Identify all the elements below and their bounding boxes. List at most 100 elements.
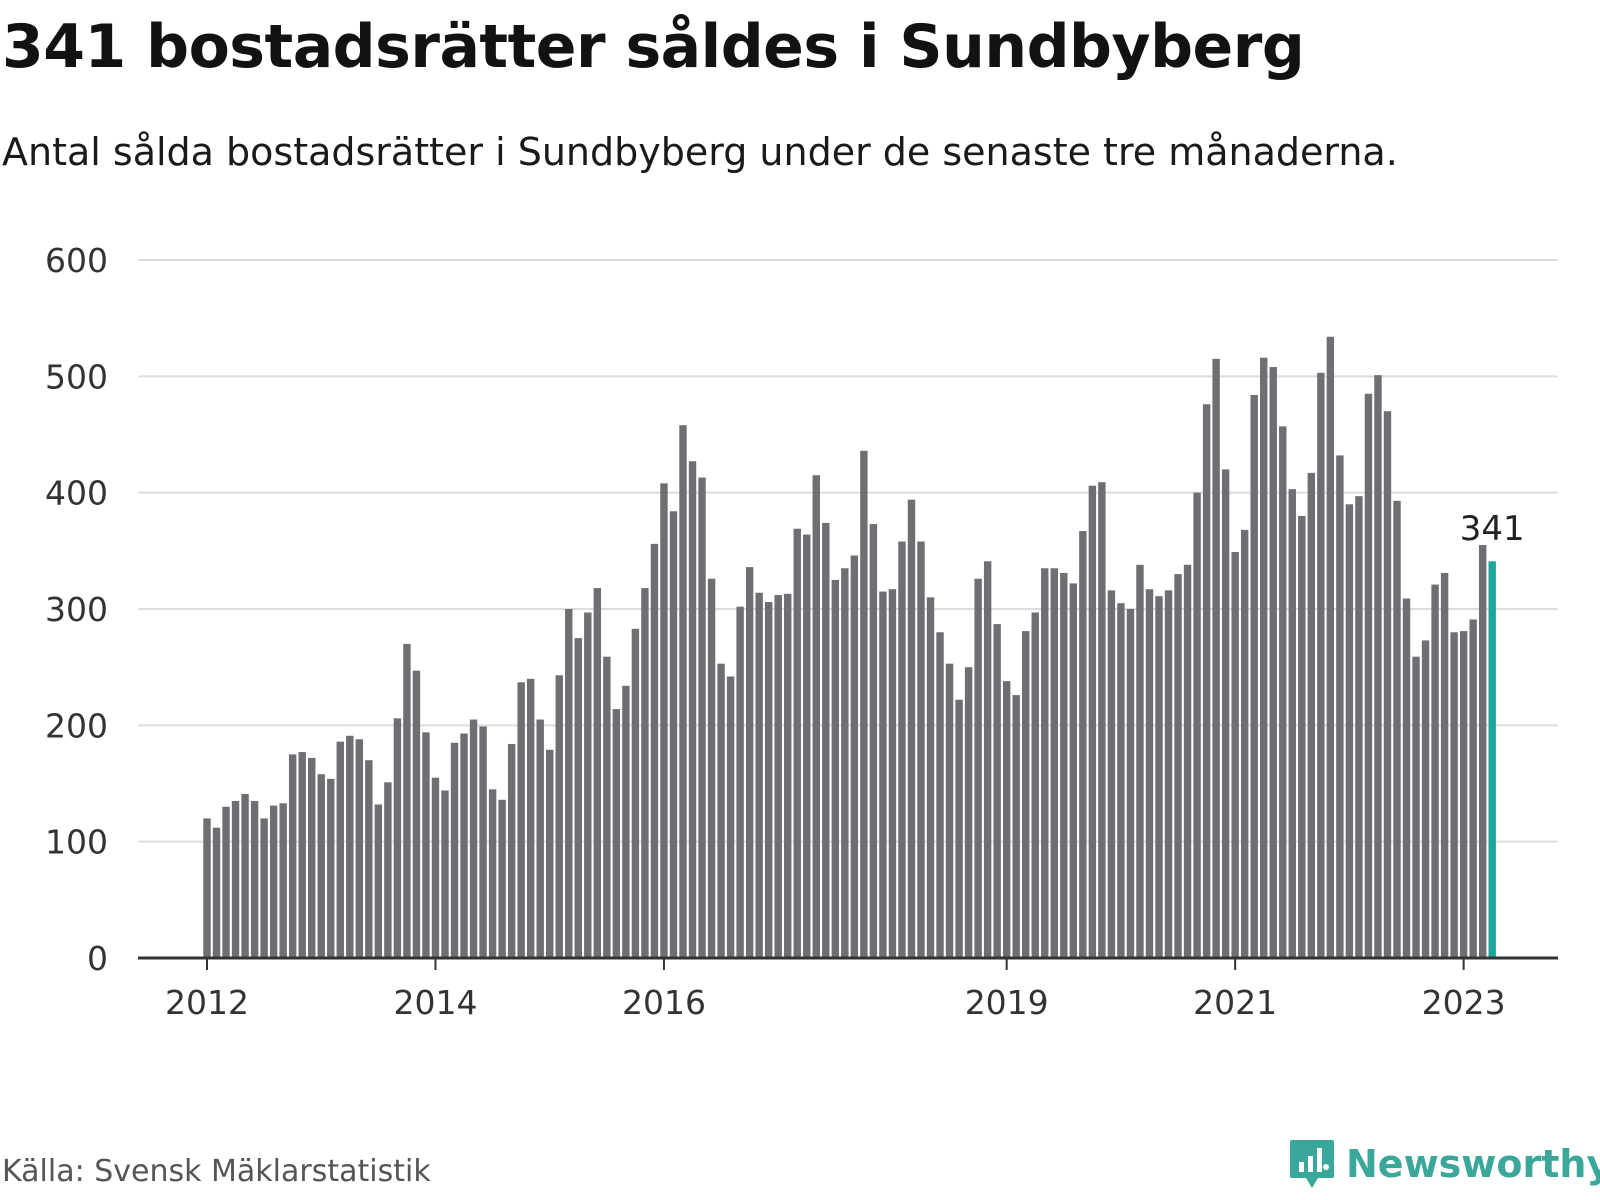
bar (869, 524, 878, 958)
bar (1060, 572, 1068, 958)
bar (745, 567, 754, 958)
y-tick-label: 300 (45, 590, 108, 629)
bar (660, 483, 668, 958)
bar (679, 425, 687, 958)
bar (964, 667, 973, 958)
bar (1260, 357, 1268, 959)
bar (1012, 695, 1020, 958)
bar (298, 752, 306, 958)
bar (1183, 564, 1192, 958)
bar (1107, 590, 1116, 958)
bar (993, 624, 1001, 958)
bar (1193, 492, 1201, 958)
bar (726, 676, 735, 958)
bar (403, 643, 411, 958)
bar (1079, 531, 1087, 958)
highlight-value-label: 341 (1460, 509, 1525, 549)
bar (1221, 469, 1230, 958)
bar (1145, 589, 1154, 958)
bar (546, 749, 554, 958)
bar (1022, 631, 1030, 958)
bar (565, 609, 573, 958)
bar (507, 743, 516, 958)
bar (841, 568, 849, 958)
bar (1126, 609, 1135, 958)
bar (1440, 572, 1449, 958)
chart-title: 341 bostadsrätter såldes i Sundbyberg (2, 12, 1305, 82)
bar (1345, 504, 1354, 958)
source-note: Källa: Svensk Mäklarstatistik (2, 1154, 431, 1189)
bar (526, 678, 535, 958)
bar (1478, 545, 1487, 958)
bar (574, 638, 582, 958)
bar (1326, 336, 1335, 958)
bar (317, 774, 325, 958)
bars (203, 336, 1496, 959)
bar (1031, 612, 1039, 958)
chart-subtitle: Antal sålda bostadsrätter i Sundbyberg u… (2, 130, 1398, 174)
bar (279, 803, 287, 958)
bar (269, 805, 278, 958)
x-tick-label: 2012 (165, 983, 249, 1022)
bar (593, 588, 602, 958)
bar (441, 790, 449, 958)
data-labels: 341 (1460, 509, 1525, 549)
bar (850, 555, 859, 958)
bar (231, 800, 240, 958)
bar (1393, 500, 1401, 958)
bar (1288, 489, 1296, 958)
x-tick-label: 2019 (965, 983, 1049, 1022)
bar (308, 757, 316, 958)
y-tick-label: 100 (45, 823, 108, 862)
bar (974, 578, 982, 958)
bar (1088, 485, 1097, 958)
bar (622, 685, 630, 958)
bar (479, 726, 487, 958)
bar (288, 754, 297, 958)
bar (1298, 515, 1306, 958)
bar (1317, 372, 1325, 959)
bar (698, 477, 706, 958)
bar (498, 799, 506, 958)
bar (1307, 472, 1316, 958)
bar (241, 793, 249, 958)
bar (926, 597, 935, 958)
bar (1174, 574, 1182, 958)
bar (736, 606, 744, 958)
bar (222, 806, 230, 958)
bar (1421, 640, 1430, 958)
bar (1098, 482, 1106, 958)
bar (717, 663, 725, 958)
x-tick-label: 2014 (393, 983, 477, 1022)
bar (936, 632, 944, 958)
brand-logo[interactable]: Newsworthy (1288, 1138, 1600, 1190)
bar (1364, 393, 1373, 958)
y-tick-label: 0 (87, 939, 108, 978)
bar (945, 663, 954, 958)
bar (1402, 598, 1411, 958)
bar (888, 589, 897, 958)
bar (1469, 619, 1477, 958)
bar (983, 561, 992, 958)
bar (260, 818, 268, 958)
bar (1336, 455, 1344, 958)
x-tick-label: 2016 (622, 983, 706, 1022)
bar (536, 719, 544, 958)
bar (603, 656, 611, 958)
y-axis-ticks: 0 100 200 300 400 500 600 (45, 241, 108, 978)
bar (203, 818, 211, 958)
bar (774, 595, 782, 958)
bar (812, 475, 820, 958)
bar (1459, 631, 1468, 958)
bar (393, 718, 402, 958)
bar (1002, 681, 1011, 958)
bar (1431, 584, 1439, 958)
bar (488, 789, 497, 958)
bar (831, 579, 840, 958)
y-tick-label: 200 (45, 706, 108, 745)
bar (955, 699, 963, 958)
bar (1374, 375, 1382, 958)
bar (1412, 656, 1420, 958)
bar (431, 777, 440, 958)
bar (336, 741, 344, 958)
